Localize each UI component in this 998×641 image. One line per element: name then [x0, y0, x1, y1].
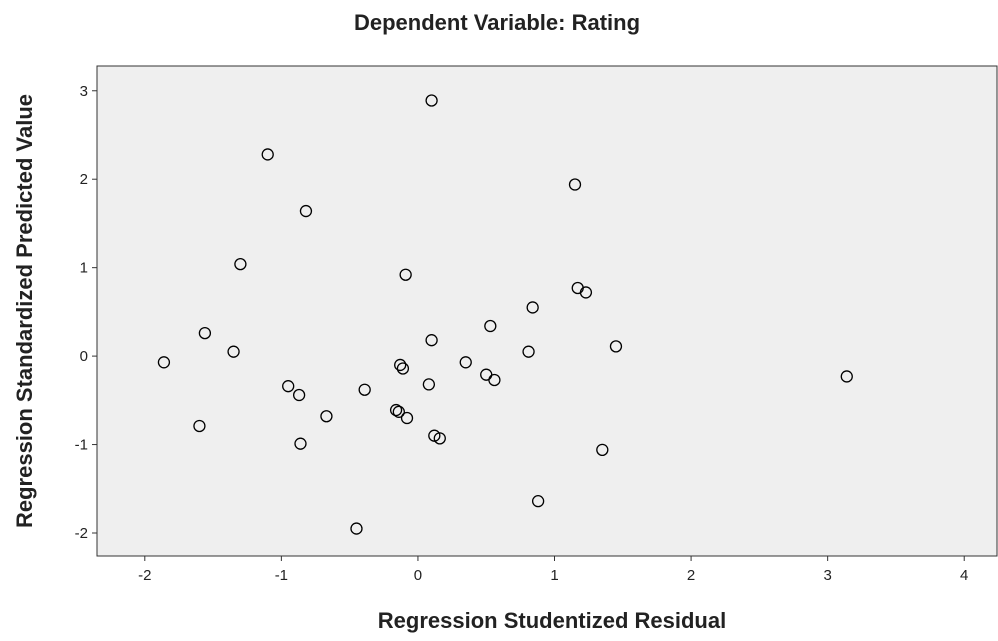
x-tick-label: -2: [138, 567, 151, 584]
y-tick-label: 1: [80, 260, 88, 277]
y-tick-label: 2: [80, 171, 88, 188]
y-tick-label: 3: [80, 83, 88, 100]
x-tick-label: 2: [687, 567, 695, 584]
x-tick-label: 1: [550, 567, 558, 584]
page: {"chart_data": {"type": "scatter", "titl…: [0, 0, 998, 641]
chart-title: Dependent Variable: Rating: [354, 10, 640, 35]
chart: Dependent Variable: Rating Regression St…: [0, 0, 998, 636]
plot-area: [97, 66, 997, 556]
y-tick-label: -2: [75, 525, 88, 542]
x-tick-label: 0: [414, 567, 422, 584]
y-axis-label: Regression Standardized Predicted Value: [12, 94, 37, 528]
x-axis-label: Regression Studentized Residual: [378, 608, 726, 633]
y-tick-label: -1: [75, 437, 88, 454]
x-tick-label: 3: [823, 567, 831, 584]
x-tick-label: -1: [275, 567, 288, 584]
x-tick-label: 4: [960, 567, 968, 584]
y-tick-label: 0: [80, 348, 88, 365]
